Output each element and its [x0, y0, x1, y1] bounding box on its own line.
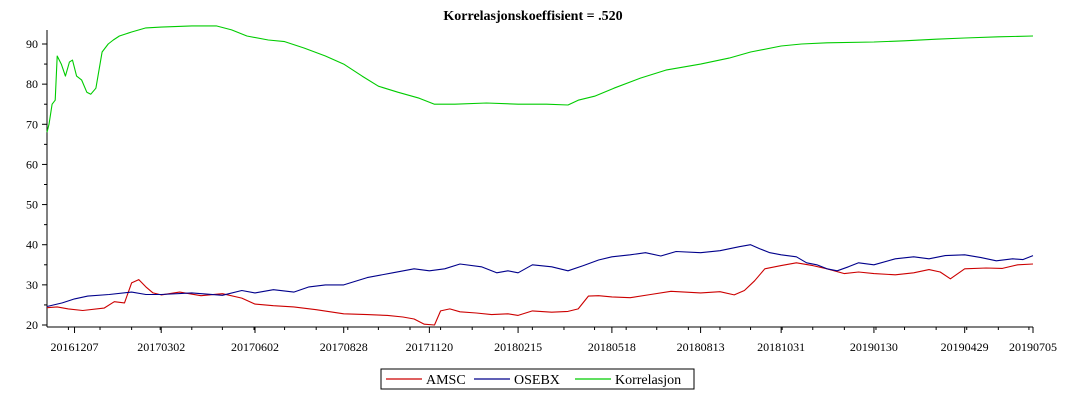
x-tick-label: 20180813	[677, 340, 725, 354]
x-axis: 20161207 20170302 20170602 20170828 20171120…	[47, 326, 1057, 354]
y-tick-label: 90	[26, 37, 38, 51]
y-tick-label: 30	[26, 278, 38, 292]
y-tick-label: 60	[26, 157, 38, 171]
legend-label-amsc: AMSC	[426, 373, 466, 388]
y-tick-label: 50	[26, 198, 38, 212]
x-tick-label: 20170302	[137, 340, 185, 354]
y-tick-label: 20	[26, 318, 38, 332]
series-line-osebx	[46, 244, 1034, 308]
legend: AMSC OSEBX Korrelasjon	[380, 368, 695, 390]
x-tick-label: 20190429	[941, 340, 989, 354]
chart-title: Korrelasjonskoeffisient = .520	[443, 9, 622, 24]
y-tick-label: 70	[26, 117, 38, 131]
x-tick-label: 20180518	[588, 340, 636, 354]
x-tick-label: 20161207	[51, 340, 99, 354]
legend-box	[380, 368, 695, 390]
legend-label-korrelasjon: Korrelasjon	[615, 373, 681, 388]
x-tick-label: 20190130	[850, 340, 898, 354]
y-tick-label: 40	[26, 238, 38, 252]
x-tick-label: 20180215	[494, 340, 542, 354]
y-axis: 20 30 40 50 60 70 80 90	[26, 30, 48, 332]
x-tick-label: 20170828	[320, 340, 368, 354]
x-tick-label: 20181031	[757, 340, 805, 354]
series-line-amsc	[46, 262, 1034, 326]
y-tick-label: 80	[26, 77, 38, 91]
x-tick-label: 20170602	[231, 340, 279, 354]
x-tick-label: 20190705	[1009, 340, 1057, 354]
x-tick-label: 20171120	[406, 340, 454, 354]
legend-label-osebx: OSEBX	[514, 373, 560, 388]
series-line-korrelasjon	[46, 25, 1034, 133]
series-layer	[46, 25, 1034, 326]
